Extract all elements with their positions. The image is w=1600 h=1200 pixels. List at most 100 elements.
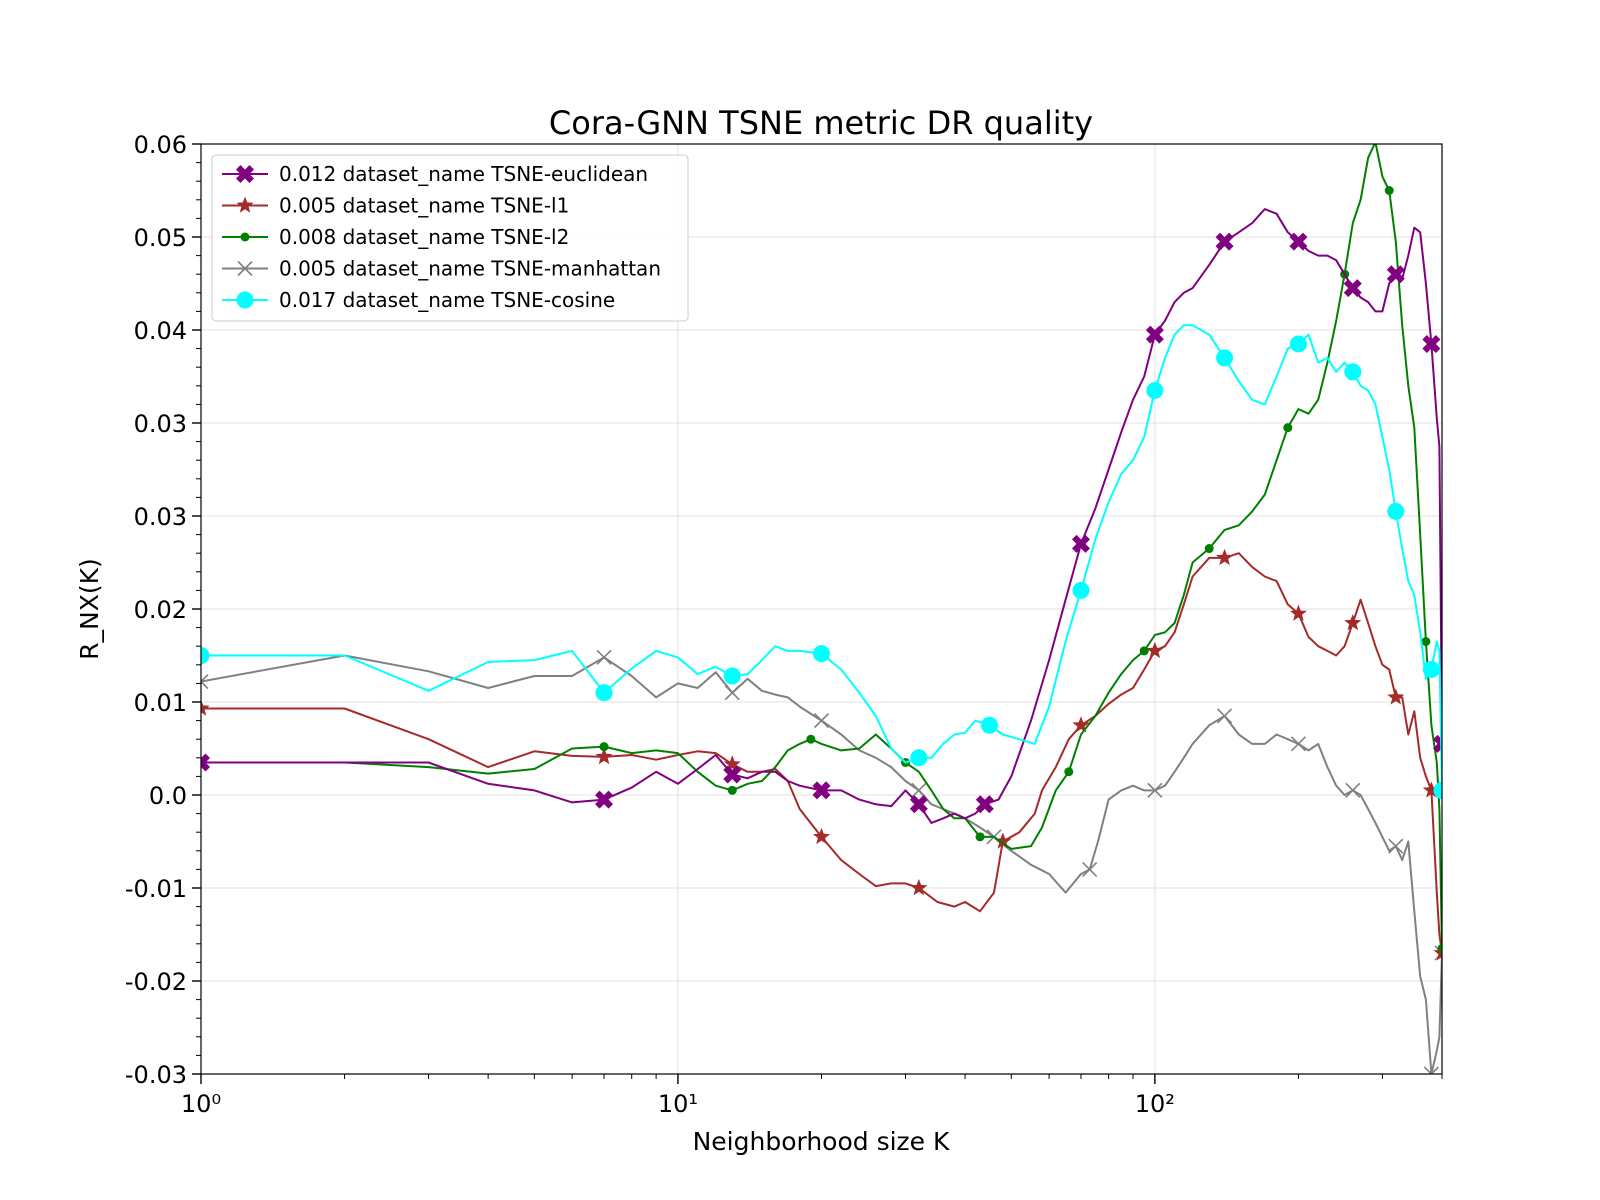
y-tick-label: 0.02 [134, 596, 187, 624]
legend-marker [237, 260, 253, 277]
data-point [1216, 548, 1234, 566]
data-point [1216, 349, 1234, 367]
data-point [595, 684, 613, 702]
x-tick-label: 10⁰ [181, 1090, 221, 1118]
data-point [980, 716, 998, 734]
data-point [1082, 861, 1098, 877]
data-point [1386, 265, 1405, 284]
data-point [201, 647, 210, 664]
y-tick-label: 0.04 [134, 317, 187, 345]
data-point [724, 685, 740, 701]
legend: 0.012 dataset_name TSNE-euclidean 0.005 d… [211, 154, 689, 322]
legend-label: 0.017 dataset_name TSNE-cosine [279, 288, 615, 312]
data-point [201, 699, 210, 716]
data-point [1344, 614, 1362, 631]
data-point [1072, 581, 1090, 599]
data-point [727, 785, 737, 795]
data-point [723, 755, 741, 772]
data-point [595, 790, 614, 809]
series-line [201, 144, 1442, 949]
y-tick-label: 0.0 [149, 782, 187, 810]
data-point [813, 645, 830, 663]
data-point [201, 753, 210, 772]
data-point [975, 795, 994, 814]
series-line [201, 208, 1442, 824]
y-tick-label: -0.02 [125, 968, 187, 996]
data-point [1388, 838, 1404, 854]
series-1 [201, 548, 1442, 961]
data-point [909, 795, 928, 814]
data-point [1387, 688, 1405, 705]
data-point [1422, 781, 1440, 798]
data-point [1433, 781, 1442, 799]
data-point [596, 649, 612, 665]
data-point [812, 827, 831, 845]
data-point [813, 713, 830, 729]
data-point [910, 749, 928, 767]
y-tick-label: -0.03 [125, 1061, 187, 1089]
data-point [806, 734, 816, 744]
legend-marker [240, 232, 250, 242]
data-point [1433, 734, 1442, 753]
data-point [1343, 279, 1362, 298]
y-tick-label: 0.05 [134, 224, 187, 252]
legend-marker [236, 196, 254, 213]
data-point [1344, 363, 1362, 381]
data-point [1434, 945, 1442, 961]
data-point [1423, 1066, 1439, 1074]
data-point [1422, 334, 1441, 353]
data-point [1433, 944, 1442, 961]
series-0 [201, 208, 1442, 824]
legend-label: 0.008 dataset_name TSNE-l2 [279, 225, 569, 249]
data-point [1421, 637, 1431, 647]
data-point [994, 832, 1012, 849]
data-point [1384, 186, 1394, 195]
data-point [1146, 381, 1164, 399]
data-point [1290, 736, 1306, 752]
series-line [201, 552, 1442, 954]
legend-label: 0.005 dataset_name TSNE-l1 [279, 194, 569, 218]
data-point [1289, 335, 1307, 353]
y-tick-label: 0.01 [134, 689, 187, 717]
data-point [1422, 660, 1440, 678]
data-point [975, 832, 985, 842]
data-point [911, 782, 927, 798]
legend-box [211, 154, 689, 322]
data-point [1289, 604, 1307, 621]
data-point [1072, 716, 1090, 733]
chart-title: Cora-GNN TSNE metric DR quality [549, 104, 1093, 142]
legend-marker [236, 165, 254, 183]
legend-marker [236, 291, 254, 309]
data-point [599, 742, 609, 752]
data-point [1289, 232, 1308, 251]
data-point [723, 667, 741, 685]
data-point [812, 781, 831, 800]
y-axis-title: R_NX(K) [75, 558, 104, 660]
data-point [1139, 646, 1149, 656]
data-point [595, 747, 613, 765]
data-point [1283, 423, 1293, 433]
data-point [1147, 782, 1163, 798]
data-point [1345, 782, 1361, 798]
legend-label: 0.005 dataset_name TSNE-manhattan [279, 257, 661, 281]
y-tick-label: 0.06 [134, 131, 187, 159]
data-point [910, 879, 928, 896]
series-3 [201, 649, 1442, 1074]
data-point [723, 765, 742, 784]
y-tick-label: 0.03 [134, 410, 187, 438]
series-layer [201, 144, 1442, 1074]
data-point [201, 673, 209, 690]
data-point [1215, 232, 1234, 251]
x-tick-label: 10¹ [658, 1090, 698, 1118]
x-tick-label: 10² [1135, 1090, 1175, 1118]
data-point [1145, 325, 1164, 344]
series-4 [201, 324, 1442, 799]
series-line [201, 654, 1442, 1074]
legend-label: 0.012 dataset_name TSNE-euclidean [279, 162, 648, 186]
data-point [1071, 534, 1090, 553]
data-point [1064, 767, 1074, 777]
axis-ticks: -0.03 -0.02 -0.01 0.0 0.01 0.02 0.03 0.03 0.04 0.… [125, 131, 1443, 1118]
y-tick-label: -0.01 [125, 875, 187, 903]
x-axis-title: Neighborhood size K [693, 1127, 950, 1156]
